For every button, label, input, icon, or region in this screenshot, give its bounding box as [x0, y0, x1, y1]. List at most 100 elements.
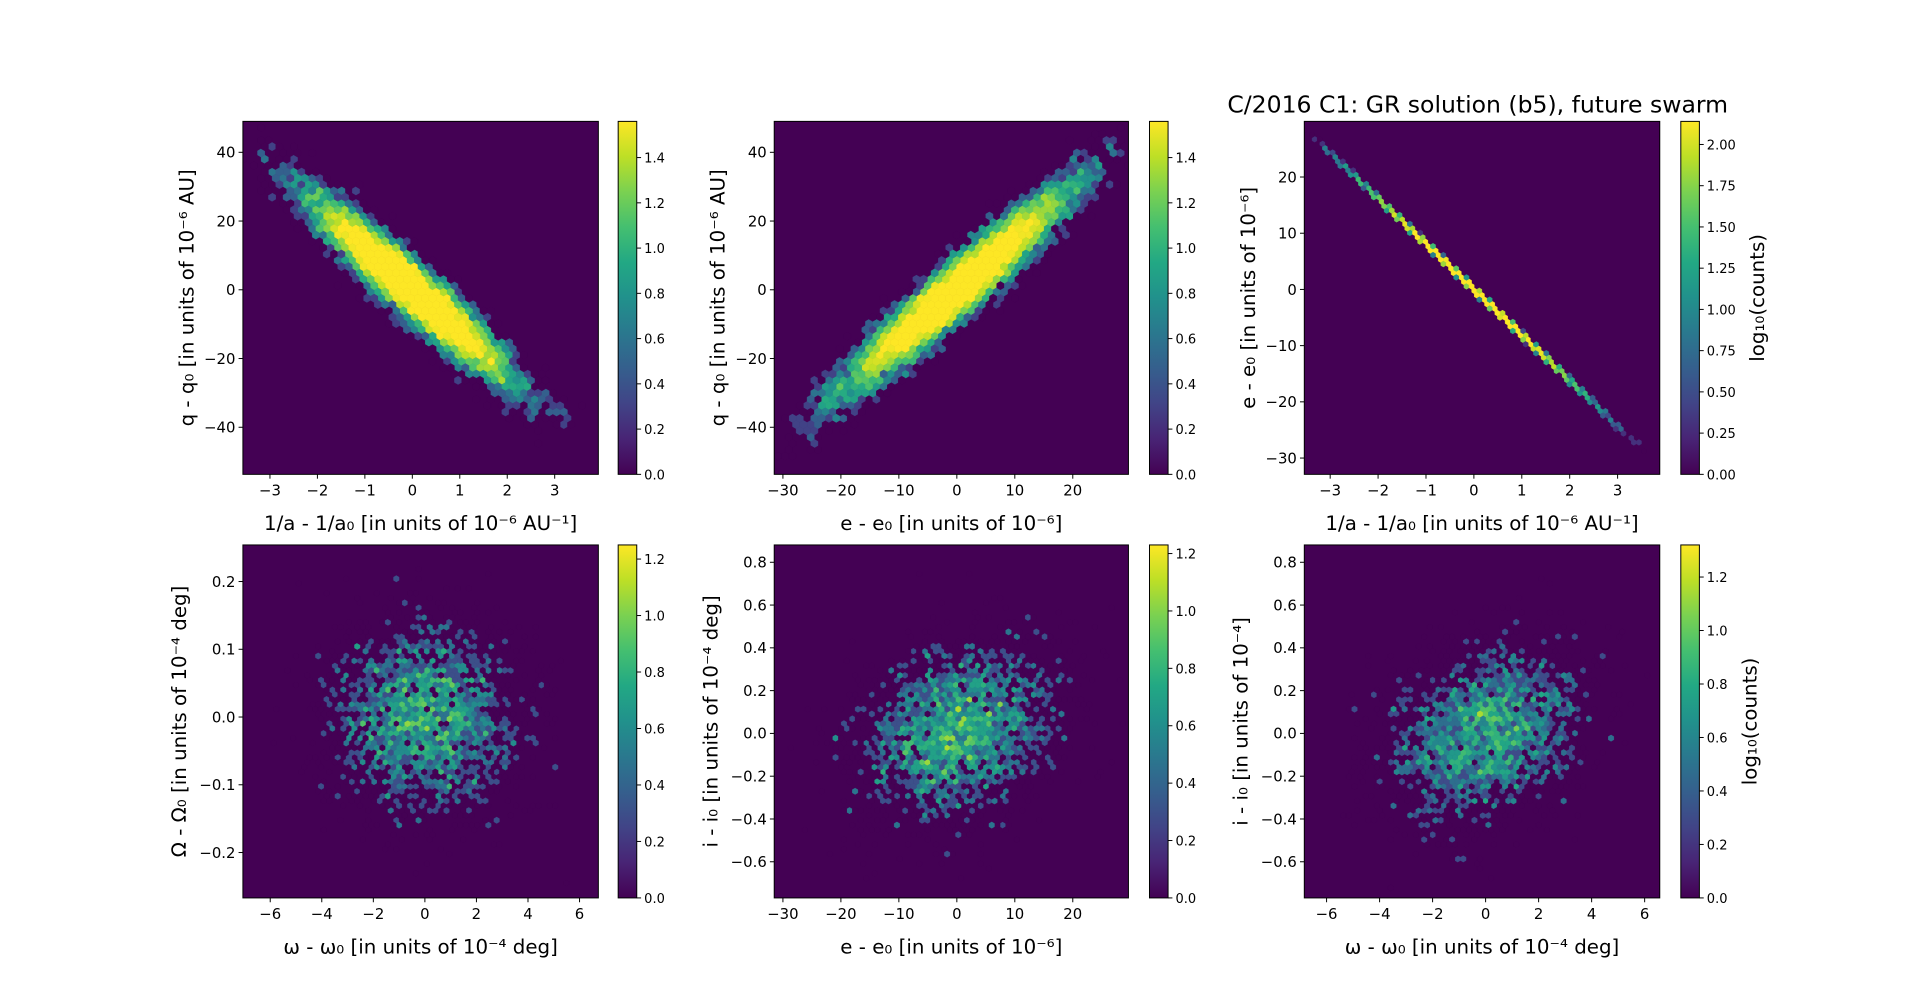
hexbin-cell [384, 773, 391, 781]
hexbin-cell [1532, 633, 1539, 641]
hexbin-cell [927, 783, 934, 790]
hexbin-cell [559, 420, 568, 429]
hexbin-cell [997, 729, 1004, 737]
hexbin-cell [905, 840, 912, 848]
hexbin-cell [828, 369, 837, 379]
colorbar-tick-label: 0.75 [1707, 345, 1736, 360]
hexbin-cell [1471, 816, 1478, 824]
hexbin-cell [1371, 720, 1377, 728]
hexbin-cell [340, 802, 347, 810]
hexbin-cell [1453, 265, 1459, 272]
hexbin-cell [972, 744, 978, 752]
hexbin-cell [412, 705, 419, 713]
hexbin-cell [824, 739, 831, 747]
hexbin-cell [414, 306, 422, 316]
hexbin-cell [1038, 676, 1045, 684]
hexbin-cell [357, 783, 364, 790]
hexbin-cell [1502, 754, 1509, 761]
hexbin-cell [214, 111, 221, 119]
hexbin-cell [1535, 802, 1542, 810]
hexbin-cell [852, 768, 859, 776]
hexbin-cell [882, 831, 889, 839]
hexbin-cell [935, 787, 942, 795]
hexbin-cell [415, 565, 422, 573]
hexbin-cell [977, 802, 984, 810]
hexbin-cell [390, 686, 397, 694]
hexbin-cell [457, 821, 464, 829]
hexbin-cell [1569, 686, 1575, 694]
hexbin-cell [351, 744, 358, 752]
hexbin-cell [1430, 243, 1436, 250]
hexbin-cell [891, 671, 898, 679]
hexbin-cell [839, 426, 848, 436]
hexbin-cell [854, 363, 862, 373]
hexbin-cell [1135, 130, 1142, 138]
hexbin-cell [451, 657, 458, 665]
hexbin-cell [992, 249, 1001, 259]
hexbin-cell [863, 662, 870, 670]
hexbin-cell [449, 613, 456, 621]
hexbin-cell [840, 807, 847, 815]
hexbin-cell [938, 319, 946, 328]
hexbin-cell [1510, 662, 1517, 670]
hexbin-cell [1499, 604, 1506, 612]
hexbin-cell [474, 792, 481, 800]
hexbin-cell [871, 744, 878, 752]
hexbin-cell [888, 783, 895, 790]
hexbin-cell [966, 570, 973, 578]
hexbin-cell [423, 831, 430, 839]
hexbin-cell [1454, 720, 1461, 728]
hexbin-cell [1083, 705, 1090, 713]
hexbin-cell [861, 325, 870, 335]
hexbin-cell [1435, 251, 1441, 259]
hexbin-cell [874, 807, 881, 815]
hexbin-cell [857, 768, 864, 776]
hexbin-cell [1507, 734, 1514, 742]
hexbin-cell [315, 787, 322, 795]
hexbin-cell [1415, 642, 1422, 650]
hexbin-cell [493, 604, 500, 612]
hexbin-cell [355, 281, 364, 291]
hexbin-cell [1571, 633, 1578, 641]
hexbin-cell [1069, 230, 1078, 240]
hexbin-cell [1379, 811, 1386, 819]
hexbin-cell [1496, 686, 1503, 694]
hexbin-cell [1529, 783, 1536, 790]
hexbin-cell [874, 816, 881, 824]
hexbin-cell [399, 268, 408, 278]
hexbin-cell [941, 787, 948, 795]
hexbin-cell [946, 729, 953, 737]
hexbin-cell [513, 696, 520, 703]
hexbin-cell [977, 657, 984, 665]
hexbin-cell [451, 667, 458, 674]
hexbin-cell [924, 816, 931, 824]
hexbin-cell [1557, 609, 1564, 617]
hexbin-cell [839, 388, 848, 398]
hexbin-cell [916, 792, 923, 800]
hexbin-cell [368, 657, 375, 665]
hexbin-cell [912, 325, 921, 335]
hexbin-cell [392, 243, 400, 253]
hexbin-cell [938, 715, 945, 723]
hexbin-cell [843, 331, 851, 341]
hexbin-cell [963, 720, 970, 728]
hexbin-cell [410, 236, 419, 246]
hexbin-cell [485, 705, 492, 713]
hexbin-cell [1398, 691, 1405, 699]
hexbin-cell [488, 633, 495, 641]
hexbin-cell [330, 249, 338, 259]
hexbin-cell [1435, 773, 1442, 781]
hexbin-cell [530, 369, 539, 379]
hexbin-cell [393, 845, 400, 853]
hexbin-cell [921, 754, 928, 761]
hexbin-cell [1014, 262, 1023, 272]
hexbin-cell [1025, 691, 1031, 699]
hexbin-cell [1404, 739, 1411, 747]
hexbin-cell [1443, 671, 1450, 679]
hexbin-cell [1066, 696, 1073, 703]
hexbin-cell [924, 729, 931, 737]
hexbin-cell [927, 763, 934, 771]
hexbin-cell [507, 686, 514, 694]
hexbin-cell [946, 652, 953, 660]
hexbin-cell [1032, 268, 1041, 278]
